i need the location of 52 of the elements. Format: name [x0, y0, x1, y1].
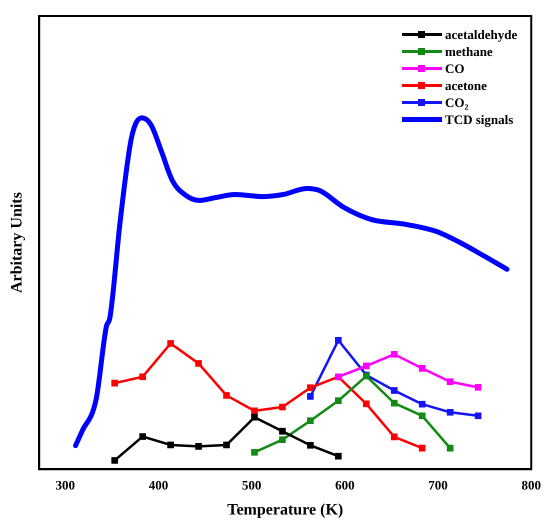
legend-label: acetone — [445, 77, 487, 94]
legend-label: methane — [445, 43, 493, 60]
point — [474, 384, 482, 391]
x-tick-label: 300 — [56, 477, 76, 492]
point — [418, 400, 426, 408]
point — [446, 408, 454, 416]
point — [251, 449, 258, 456]
x-tick-label: 500 — [242, 477, 262, 492]
point — [251, 414, 258, 421]
point — [167, 442, 174, 448]
point — [390, 350, 398, 358]
point — [362, 362, 370, 370]
point — [446, 378, 454, 386]
point — [390, 400, 398, 406]
point — [446, 444, 454, 452]
x-tick-label: 800 — [522, 477, 541, 492]
x-axis-title: Temperature (K) — [227, 502, 344, 519]
point — [111, 380, 118, 386]
point — [167, 340, 174, 347]
legend-label: CO — [445, 60, 465, 77]
point — [418, 365, 426, 372]
point — [111, 457, 118, 464]
point — [195, 360, 202, 367]
point — [139, 373, 146, 380]
point — [139, 433, 146, 440]
legend-label: TCD signals — [445, 111, 514, 128]
point — [251, 408, 258, 414]
point — [390, 387, 398, 394]
point — [223, 392, 230, 399]
point — [279, 428, 286, 435]
x-tick-label: 700 — [428, 477, 448, 492]
point — [335, 452, 342, 460]
x-tick-label: 400 — [148, 477, 168, 492]
point — [279, 436, 286, 444]
point — [195, 443, 202, 450]
point — [362, 400, 370, 408]
legend-label: acetaldehyde — [445, 26, 518, 43]
point — [418, 444, 426, 452]
point — [307, 393, 314, 400]
point — [474, 412, 482, 420]
x-tick-label: 600 — [335, 477, 355, 492]
point — [335, 336, 342, 344]
point — [335, 397, 342, 404]
point — [279, 404, 286, 410]
point — [223, 442, 230, 448]
y-axis-title: Arbitary Units — [8, 192, 26, 294]
legend-label: CO₂ — [445, 94, 468, 111]
point — [307, 417, 314, 424]
point — [390, 434, 398, 440]
point — [307, 442, 314, 449]
point — [307, 384, 314, 392]
point — [418, 412, 426, 420]
